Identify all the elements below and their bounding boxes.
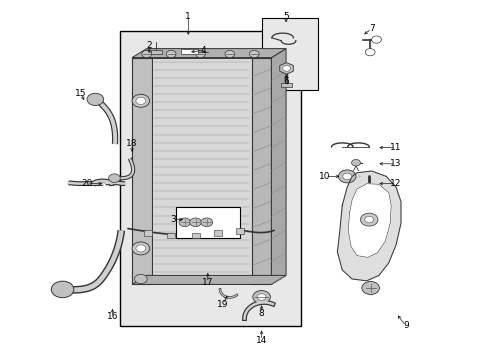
Text: 19: 19 bbox=[216, 300, 228, 309]
Bar bbox=[181, 49, 198, 54]
Bar bbox=[176, 207, 239, 238]
Bar bbox=[167, 233, 175, 238]
Circle shape bbox=[252, 291, 270, 303]
Bar bbox=[143, 230, 151, 236]
Text: 10: 10 bbox=[319, 172, 330, 181]
Circle shape bbox=[132, 242, 149, 255]
Circle shape bbox=[282, 66, 290, 71]
Polygon shape bbox=[271, 49, 285, 284]
Bar bbox=[191, 233, 199, 238]
Circle shape bbox=[142, 50, 151, 58]
Text: 5: 5 bbox=[283, 12, 288, 21]
Circle shape bbox=[179, 218, 190, 227]
Circle shape bbox=[108, 174, 120, 183]
Circle shape bbox=[134, 274, 147, 284]
Circle shape bbox=[371, 36, 381, 43]
Polygon shape bbox=[132, 275, 285, 284]
Text: 20: 20 bbox=[81, 179, 93, 188]
Circle shape bbox=[201, 218, 212, 227]
Circle shape bbox=[195, 50, 205, 58]
Text: 6: 6 bbox=[283, 77, 288, 85]
Circle shape bbox=[351, 159, 360, 166]
Text: 18: 18 bbox=[126, 139, 138, 148]
Bar bbox=[120, 31, 300, 326]
Circle shape bbox=[166, 50, 176, 58]
Text: 9: 9 bbox=[402, 321, 408, 330]
Circle shape bbox=[364, 216, 373, 223]
Circle shape bbox=[136, 245, 145, 252]
Bar bbox=[213, 230, 221, 236]
Circle shape bbox=[361, 282, 379, 294]
Bar bbox=[261, 18, 317, 90]
Circle shape bbox=[189, 218, 201, 227]
Text: 4: 4 bbox=[200, 46, 205, 55]
Text: 1: 1 bbox=[185, 12, 191, 21]
Circle shape bbox=[338, 170, 355, 183]
Bar bbox=[150, 50, 162, 54]
Text: 11: 11 bbox=[389, 143, 401, 152]
Text: 16: 16 bbox=[106, 312, 118, 321]
Circle shape bbox=[132, 94, 149, 107]
Polygon shape bbox=[132, 49, 285, 58]
Circle shape bbox=[360, 213, 377, 226]
Bar bbox=[280, 83, 292, 87]
Circle shape bbox=[51, 281, 74, 298]
Circle shape bbox=[342, 173, 351, 180]
Text: 14: 14 bbox=[255, 336, 267, 345]
Circle shape bbox=[136, 97, 145, 104]
Circle shape bbox=[249, 50, 259, 58]
Text: 8: 8 bbox=[258, 309, 264, 318]
Text: 13: 13 bbox=[389, 159, 401, 168]
Text: 17: 17 bbox=[202, 278, 213, 287]
Polygon shape bbox=[347, 184, 390, 257]
Text: 3: 3 bbox=[170, 215, 176, 224]
Text: 2: 2 bbox=[146, 40, 152, 49]
Circle shape bbox=[87, 93, 103, 105]
Circle shape bbox=[224, 50, 234, 58]
Text: 12: 12 bbox=[389, 179, 401, 188]
Bar bbox=[151, 58, 251, 284]
Text: 7: 7 bbox=[368, 24, 374, 33]
Circle shape bbox=[257, 294, 265, 300]
Circle shape bbox=[365, 49, 374, 56]
Text: 15: 15 bbox=[75, 89, 86, 98]
Bar bbox=[235, 228, 243, 234]
Bar bbox=[132, 58, 151, 284]
Polygon shape bbox=[337, 171, 400, 281]
Bar bbox=[251, 58, 271, 284]
